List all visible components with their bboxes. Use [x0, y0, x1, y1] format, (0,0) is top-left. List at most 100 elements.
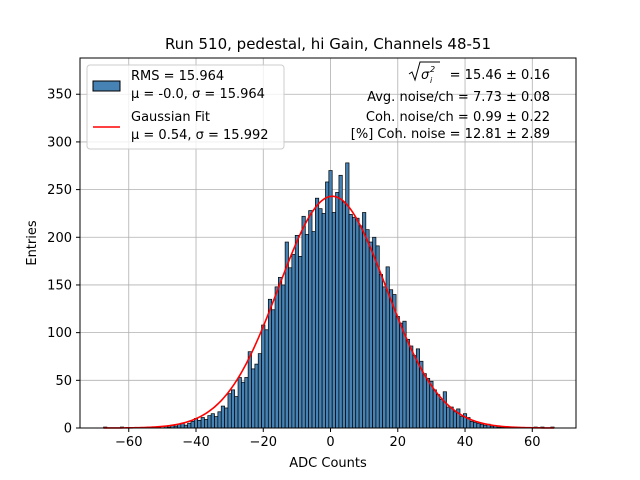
histogram-bar [399, 322, 404, 429]
histogram-bar [234, 396, 239, 429]
histogram-bar [446, 406, 451, 429]
sigma-total-value: = 15.46 ± 0.16 [450, 68, 550, 83]
histogram-bar [291, 254, 296, 429]
histogram-bar [257, 353, 262, 429]
histogram-bar [230, 389, 236, 429]
x-tick-label: −60 [115, 435, 142, 450]
histogram-bar [348, 214, 353, 429]
histogram-bar [409, 345, 414, 429]
histogram-bar [200, 417, 205, 429]
histogram-bar [325, 181, 330, 429]
x-tick-label: −20 [250, 435, 277, 450]
histogram-bar [328, 170, 333, 429]
histogram-bar [358, 225, 363, 429]
x-axis-ticks: −60 −40 −20 0 20 40 60 [115, 428, 541, 450]
x-tick-label: 60 [524, 435, 541, 450]
histogram-bar [207, 415, 212, 429]
x-tick-label: 0 [326, 435, 334, 450]
histogram-bar [365, 229, 370, 429]
histogram-bar [473, 421, 478, 429]
histogram-bar [476, 422, 481, 429]
gaussian-fit-curve [103, 195, 555, 429]
histogram-bar [301, 215, 306, 429]
histogram-bar [392, 294, 397, 429]
histogram-bar [304, 234, 310, 429]
histogram-bar [439, 399, 444, 429]
histogram-bar [362, 212, 367, 429]
noise-annotations: σ 2 i = 15.46 ± 0.16 Avg. noise/ch = 7.7… [351, 61, 550, 142]
histogram-bar [217, 411, 222, 429]
histogram-bar [308, 210, 313, 429]
legend-histogram-stats: μ = -0.0, σ = 15.964 [131, 87, 265, 102]
histogram-bar [204, 419, 209, 429]
histogram-bar [187, 422, 192, 429]
y-tick-label: 100 [47, 326, 72, 341]
histogram-bar [244, 377, 249, 429]
histogram-bar [274, 286, 279, 429]
legend-histogram-swatch [92, 80, 121, 92]
histogram-bar [267, 298, 273, 429]
histogram-bar [352, 216, 357, 429]
histogram-bar [237, 377, 242, 429]
histogram-bar [378, 274, 383, 429]
legend-box [86, 64, 285, 150]
histogram-bar [368, 241, 373, 429]
chart-title: Run 510, pedestal, hi Gain, Channels 48-… [165, 35, 491, 53]
histogram-bar [452, 411, 457, 429]
y-tick-label: 0 [64, 422, 72, 437]
x-axis-label: ADC Counts [289, 456, 367, 471]
x-tick-label: −40 [182, 435, 209, 450]
histogram-bar [405, 338, 410, 429]
histogram-bar [197, 420, 202, 429]
histogram-bar [432, 389, 437, 429]
avg-noise-text: Avg. noise/ch = 7.73 ± 0.08 [367, 90, 550, 105]
histogram-bar [372, 236, 377, 429]
y-tick-label: 250 [47, 183, 72, 198]
y-axis-ticks: 0 50 100 150 200 250 300 350 [47, 88, 80, 437]
y-tick-label: 300 [47, 135, 72, 150]
histogram-bar [294, 235, 299, 429]
histogram-bar [227, 393, 232, 429]
histogram-bar [479, 423, 484, 429]
histogram-bar [214, 416, 219, 429]
histogram-bar [355, 217, 360, 429]
histogram-bar [278, 276, 283, 429]
x-tick-label: 40 [457, 435, 474, 450]
histogram-bar [426, 378, 431, 429]
histogram-bar [436, 394, 441, 429]
histogram-bar [321, 213, 326, 429]
histogram-bar [331, 212, 336, 429]
histogram-bar [382, 286, 387, 429]
histogram-bar [288, 267, 293, 429]
histogram-bar [224, 407, 229, 429]
histogram-bar [459, 416, 464, 429]
sigma-symbol: σ [421, 68, 430, 83]
y-tick-label: 200 [47, 231, 72, 246]
histogram-bar [311, 231, 316, 429]
sqrt-sign [408, 61, 440, 82]
histogram-bar [190, 420, 195, 429]
pct-coh-noise-text: [%] Coh. noise = 12.81 ± 2.89 [351, 127, 550, 142]
histogram-bar [395, 316, 400, 429]
plot-frame [79, 57, 577, 429]
histogram-bar [442, 391, 447, 429]
x-tick-label: 20 [390, 435, 407, 450]
sigma-superscript: 2 [430, 65, 435, 74]
histogram-bar [210, 413, 215, 429]
histogram-bar [241, 381, 246, 429]
histogram-bar [220, 405, 225, 429]
histogram-bar [412, 355, 417, 429]
histogram-bar [318, 208, 323, 429]
legend: RMS = 15.964 μ = -0.0, σ = 15.964 Gaussi… [86, 64, 285, 150]
y-tick-label: 150 [47, 278, 72, 293]
y-tick-label: 50 [55, 374, 72, 389]
histogram-bar [375, 245, 380, 429]
legend-histogram-label: RMS = 15.964 [131, 69, 224, 84]
histogram-bar [264, 329, 269, 429]
histogram-bar [247, 351, 252, 429]
histogram-bar [281, 284, 286, 429]
y-axis-label: Entries [25, 220, 40, 266]
histogram-bar [251, 368, 256, 429]
sigma-sum-symbol: σ 2 i [408, 61, 440, 85]
